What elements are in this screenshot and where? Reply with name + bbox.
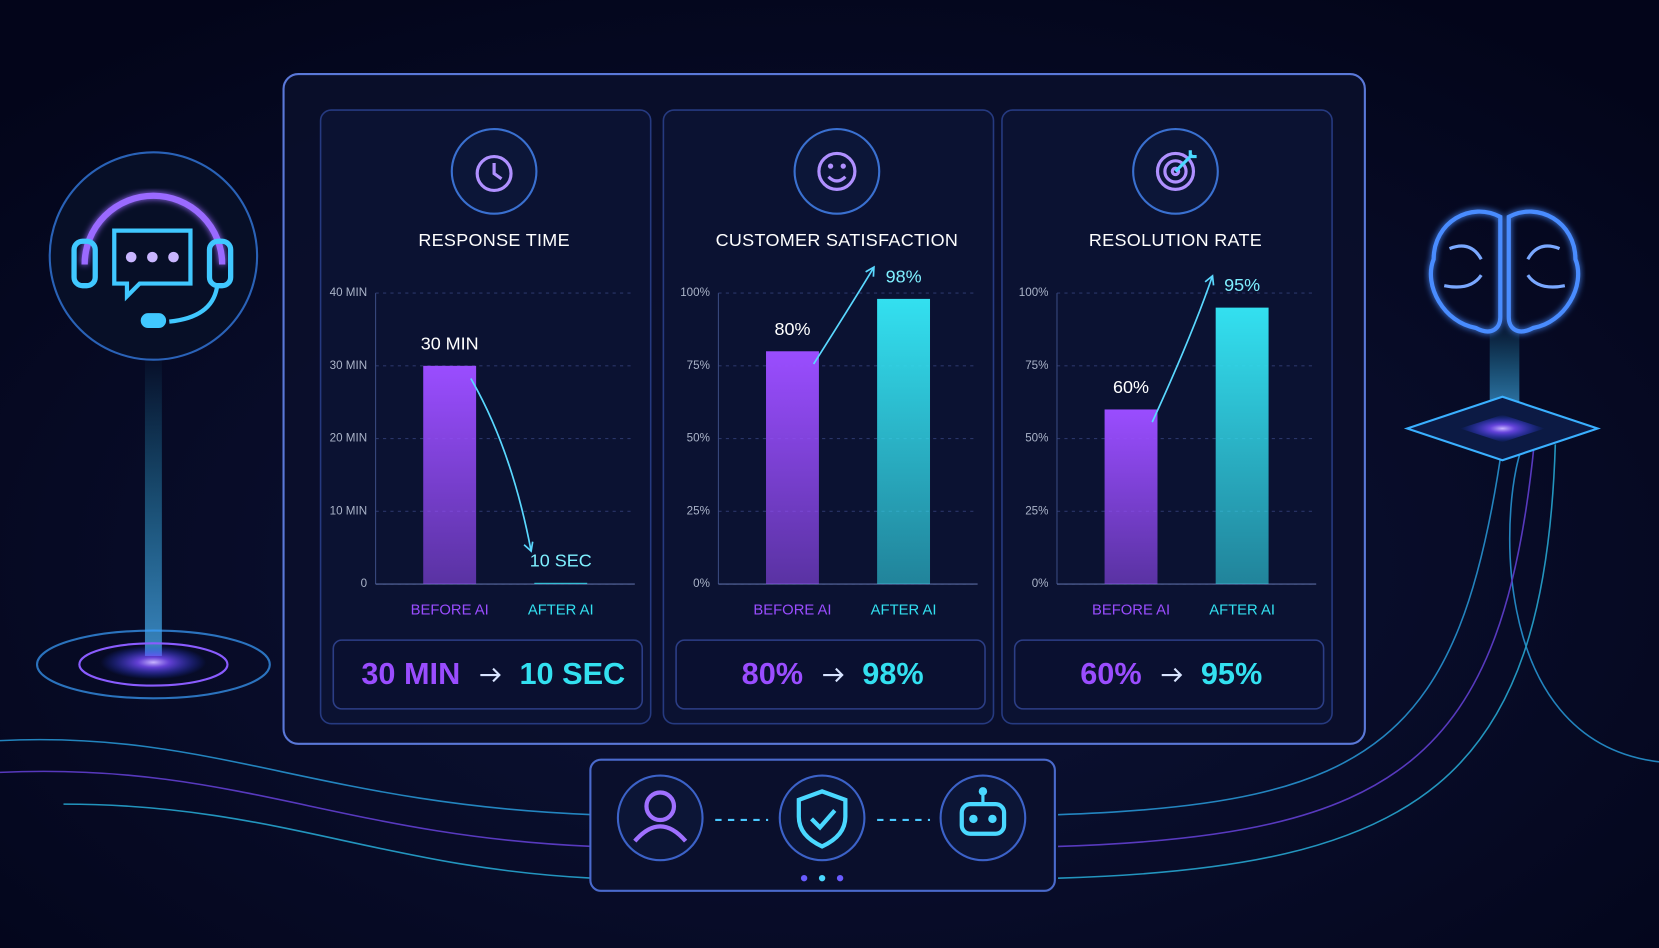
icon-shape — [827, 163, 834, 169]
trend-arrow — [1151, 275, 1214, 423]
icon-ring — [793, 128, 881, 215]
y-tick-label: 30 MIN — [330, 359, 367, 372]
summary-after: 95% — [1201, 656, 1262, 691]
trend-arrow — [812, 266, 875, 365]
y-tick-label: 25% — [687, 504, 710, 517]
light-streams — [0, 444, 1659, 879]
y-tick-label: 50% — [687, 432, 710, 445]
icon-shape — [1170, 166, 1181, 177]
y-tick-label: 0 — [361, 577, 368, 590]
trend-arrow-head — [1204, 274, 1215, 286]
value-label: 10 SEC — [530, 550, 592, 570]
chart-title: CUSTOMER SATISFACTION — [716, 230, 959, 250]
x-tick-label: BEFORE AI — [411, 602, 489, 618]
chart-card — [319, 109, 652, 725]
trend-arrow — [470, 378, 532, 552]
summary-arrow — [823, 667, 844, 683]
y-tick-label: 0% — [693, 577, 710, 590]
y-tick-label: 50% — [1025, 432, 1048, 445]
summary-before: 30 MIN — [361, 656, 460, 691]
summary-before: 60% — [1080, 656, 1141, 691]
value-label: 95% — [1224, 275, 1260, 295]
value-label: 60% — [1113, 377, 1149, 397]
trend-arrow-head — [865, 265, 875, 277]
icon-shape — [1155, 151, 1196, 191]
y-tick-label: 10 MIN — [330, 504, 367, 517]
icon-shape — [827, 175, 847, 183]
x-tick-label: BEFORE AI — [753, 602, 831, 618]
y-tick-label: 100% — [680, 286, 710, 299]
y-tick-label: 0% — [1032, 577, 1049, 590]
charts: RESPONSE TIME 0 10 MIN 20 MIN 30 MIN 40 MIN 30… — [319, 109, 1333, 725]
support-hologram — [35, 151, 271, 700]
summary-arrow — [1161, 667, 1183, 683]
icon-shape — [475, 155, 513, 193]
icon-shape — [840, 163, 846, 169]
y-tick-label: 100% — [1019, 286, 1049, 299]
y-tick-label: 40 MIN — [330, 286, 367, 299]
x-tick-label: AFTER AI — [1209, 602, 1275, 618]
chart-title: RESOLUTION RATE — [1089, 230, 1262, 250]
x-tick-label: AFTER AI — [871, 602, 937, 618]
value-label: 80% — [774, 319, 810, 339]
y-tick-label: 75% — [687, 359, 710, 372]
chart-title: RESPONSE TIME — [418, 230, 570, 250]
ai-brain — [1403, 209, 1601, 462]
icon-shape — [1163, 159, 1188, 184]
bar — [1215, 307, 1269, 585]
value-label: 30 MIN — [421, 333, 479, 353]
summary-arrow — [480, 667, 501, 683]
icon-ring — [1132, 128, 1219, 215]
x-tick-label: AFTER AI — [528, 602, 594, 618]
x-tick-label: BEFORE AI — [1092, 602, 1170, 618]
summary-before: 80% — [742, 656, 803, 691]
flow-panel — [589, 758, 1056, 892]
bar — [877, 298, 931, 585]
y-tick-label: 75% — [1025, 359, 1048, 372]
summary-after: 98% — [862, 656, 923, 691]
y-tick-label: 25% — [1025, 504, 1048, 517]
bar — [534, 582, 588, 585]
bar — [1104, 409, 1158, 585]
y-tick-label: 20 MIN — [330, 432, 367, 445]
bar — [423, 365, 477, 585]
icon-shape — [1174, 150, 1197, 173]
summary-after: 10 SEC — [519, 656, 625, 691]
icon-shape — [492, 162, 503, 181]
bar — [766, 351, 819, 585]
value-label: 98% — [886, 266, 922, 286]
trend-arrow-head — [523, 541, 534, 553]
icon-shape — [817, 151, 857, 191]
